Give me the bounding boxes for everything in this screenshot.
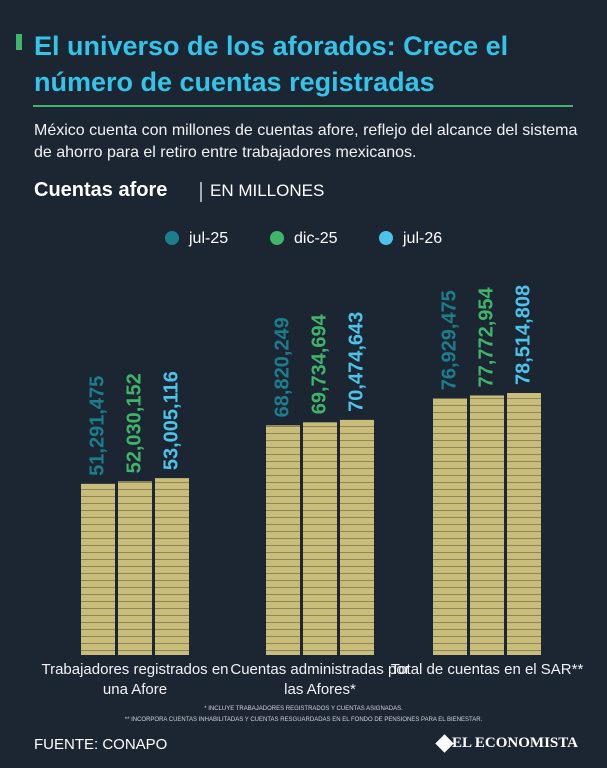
category-label: Trabajadores registrados en una Afore (41, 661, 229, 698)
value-label: 53,005,116 (160, 371, 182, 470)
bar (155, 478, 189, 655)
bar (470, 395, 504, 655)
title-marker (16, 34, 22, 50)
value-label: 52,030,152 (123, 373, 145, 473)
value-label: 78,514,808 (512, 285, 534, 385)
chart-unit: EN MILLONES (210, 181, 325, 200)
bar (303, 422, 337, 655)
value-label: 77,772,954 (475, 287, 497, 388)
value-label: 70,474,643 (345, 312, 367, 412)
value-label: 51,291,475 (86, 376, 108, 476)
footnote: ** INCORPORA CUENTAS INHABILITADAS Y CUE… (124, 717, 483, 723)
subtitle: México cuenta con millones de cuentas af… (34, 122, 578, 161)
chart-title: Cuentas afore (34, 179, 168, 201)
bar (507, 393, 541, 655)
source: FUENTE: CONAPO (34, 736, 168, 753)
category-label: Total de cuentas en el SAR** (390, 661, 584, 678)
brand: EL ECONOMISTA (452, 735, 578, 751)
legend-marker (165, 231, 179, 245)
bar (266, 425, 300, 655)
footnote: * INCLUYE TRABAJADORES REGISTRADOS Y CUE… (204, 706, 403, 712)
legend-marker (379, 231, 393, 245)
category-label: Cuentas administradas por las Afores* (230, 661, 410, 698)
value-label: 76,929,475 (438, 290, 460, 390)
value-label: 69,734,694 (308, 313, 330, 414)
bar (118, 481, 152, 655)
title: El universo de los aforados: Crece el nú… (34, 31, 509, 97)
bar (340, 419, 374, 655)
legend-marker (270, 231, 284, 245)
value-label: 68,820,249 (271, 317, 293, 417)
bar (433, 398, 467, 655)
bar (81, 483, 115, 655)
legend-label: dic-25 (294, 230, 338, 247)
legend-label: jul-25 (188, 230, 228, 247)
brand-logo (435, 734, 454, 753)
legend-label: jul-26 (402, 230, 442, 247)
